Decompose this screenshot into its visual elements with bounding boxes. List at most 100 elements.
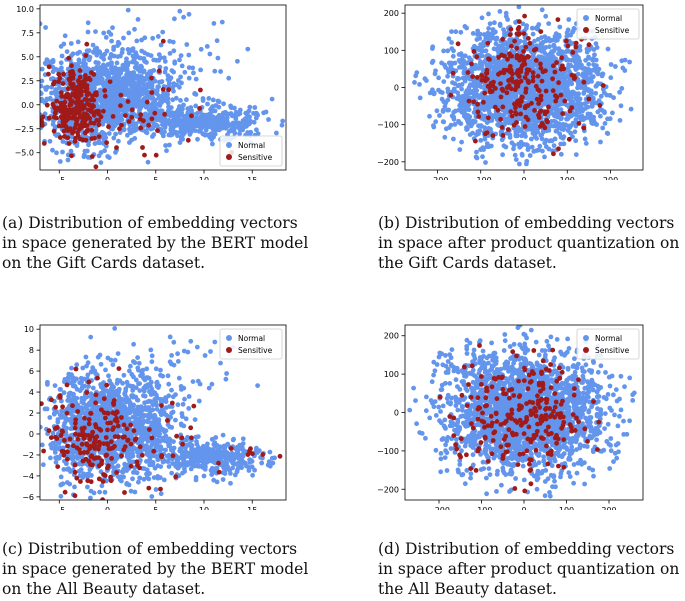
scatter-point	[182, 125, 188, 130]
y-tick-label: −200	[377, 158, 399, 167]
scatter-point	[540, 148, 545, 154]
scatter-point	[412, 80, 417, 85]
scatter-point	[539, 7, 545, 13]
scatter-point	[203, 127, 209, 133]
legend-label-normal: Normal	[595, 14, 622, 23]
scatter-point	[451, 86, 457, 92]
scatter-point	[552, 69, 558, 75]
legend-marker-sensitive	[226, 154, 232, 160]
scatter-point	[133, 54, 139, 60]
scatter-point	[114, 145, 119, 151]
scatter-point	[439, 60, 444, 66]
y-tick-label: −100	[377, 121, 399, 130]
scatter-point	[457, 103, 463, 108]
scatter-point	[457, 147, 463, 153]
scatter-point	[468, 57, 474, 63]
scatter-point	[159, 108, 165, 114]
scatter-point	[446, 36, 452, 42]
scatter-point	[198, 87, 203, 93]
scatter-point	[553, 31, 559, 37]
scatter-point	[46, 64, 52, 70]
scatter-point	[577, 47, 583, 53]
scatter-point	[67, 122, 73, 128]
caption-a: (a) Distribution of embedding vectors in…	[2, 213, 308, 273]
scatter-point	[226, 129, 232, 134]
scatter-point	[58, 493, 64, 499]
scatter-point	[565, 43, 571, 49]
scatter-point	[115, 54, 121, 59]
scatter-point	[543, 88, 549, 94]
scatter-point	[179, 63, 185, 69]
scatter-point	[532, 38, 537, 44]
scatter-point	[563, 93, 569, 99]
scatter-point	[598, 113, 603, 119]
scatter-point	[111, 71, 117, 76]
scatter-point	[83, 61, 88, 67]
scatter-point	[535, 73, 541, 79]
scatter-point	[538, 65, 544, 71]
scatter-point	[251, 119, 257, 125]
scatter-point	[459, 109, 465, 115]
scatter-point	[445, 73, 450, 79]
scatter-point	[106, 29, 112, 35]
scatter-point	[175, 116, 180, 122]
scatter-point	[145, 159, 151, 165]
scatter-point	[266, 117, 271, 122]
scatter-point	[114, 88, 119, 94]
scatter-point	[586, 96, 592, 102]
scatter-point	[491, 46, 497, 52]
legend-marker-normal	[583, 15, 589, 21]
scatter-point	[173, 129, 179, 135]
scatter-point	[495, 91, 500, 97]
scatter-point	[190, 127, 196, 133]
scatter-point	[473, 80, 479, 85]
scatter-point	[170, 97, 176, 103]
scatter-point	[598, 139, 603, 145]
scatter-point	[46, 115, 52, 121]
scatter-point	[134, 38, 140, 44]
scatter-point	[527, 153, 533, 158]
scatter-point	[116, 117, 122, 123]
scatter-point	[582, 101, 588, 107]
scatter-point	[60, 81, 66, 86]
scatter-point	[113, 150, 118, 155]
scatter-point	[144, 115, 150, 121]
scatter-point	[88, 495, 93, 500]
scatter-point	[182, 69, 188, 75]
scatter-point	[466, 98, 472, 104]
scatter-point	[193, 103, 199, 109]
scatter-point	[459, 82, 465, 87]
scatter-point	[593, 41, 599, 46]
scatter-point	[154, 123, 160, 129]
scatter-point	[219, 125, 225, 131]
scatter-point	[80, 137, 86, 143]
scatter-point	[40, 117, 44, 123]
scatter-point	[79, 379, 84, 385]
scatter-point	[493, 36, 499, 42]
points-group-b	[412, 5, 634, 167]
scatter-point	[198, 67, 204, 73]
scatter-point	[156, 68, 162, 74]
scatter-point	[477, 128, 483, 133]
scatter-point	[96, 118, 101, 123]
scatter-point	[214, 38, 220, 44]
scatter-point	[448, 92, 454, 98]
scatter-point	[125, 99, 131, 104]
scatter-point	[142, 58, 147, 64]
scatter-point	[228, 122, 234, 128]
scatter-point	[214, 122, 220, 128]
scatter-point	[586, 61, 592, 67]
scatter-point	[560, 121, 566, 127]
caption-b-line-2: in space after product quantization on	[378, 234, 680, 252]
y-tick-label: 0	[394, 84, 399, 93]
scatter-point	[502, 62, 508, 68]
scatter-point	[526, 123, 532, 129]
scatter-point	[198, 46, 204, 52]
scatter-point	[518, 116, 524, 122]
scatter-point	[82, 148, 88, 154]
scatter-point	[235, 58, 240, 64]
scatter-point	[470, 74, 476, 79]
scatter-point	[589, 100, 595, 106]
scatter-point	[538, 93, 544, 99]
x-tick-label: 0	[521, 176, 526, 180]
